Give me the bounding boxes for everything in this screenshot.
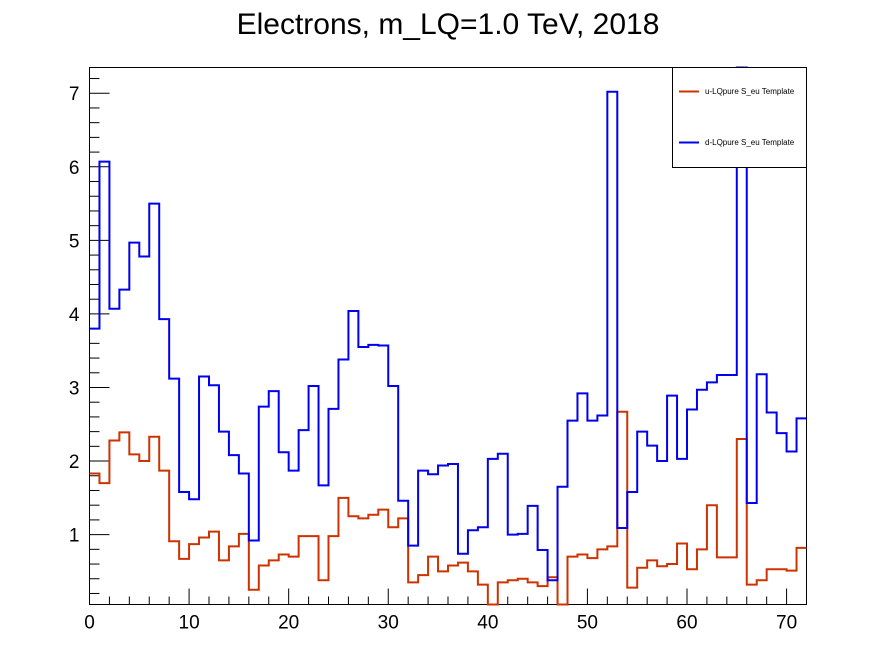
x-tick-label: 20 (278, 613, 299, 634)
y-tick-label: 7 (69, 84, 80, 105)
x-tick-label: 70 (776, 613, 797, 634)
y-tick-label: 4 (69, 305, 80, 326)
chart-title: Electrons, m_LQ=1.0 TeV, 2018 (237, 8, 660, 41)
x-tick-label: 30 (378, 613, 399, 634)
legend: u-LQpure S_eu Template d-LQpure S_eu Tem… (672, 67, 807, 168)
x-tick-label: 40 (477, 613, 498, 634)
x-tick-label: 60 (676, 613, 697, 634)
y-tick-label: 3 (69, 378, 80, 399)
x-tick-label: 0 (84, 613, 95, 634)
y-tick-label: 5 (69, 231, 80, 252)
series-line-d-lqpure (89, 66, 807, 582)
legend-label-d: d-LQpure S_eu Template (705, 138, 795, 147)
series-line-u-lqpure (89, 410, 807, 606)
y-tick-label: 6 (69, 158, 80, 179)
x-tick-label: 50 (577, 613, 598, 634)
x-tick-label: 10 (179, 613, 200, 634)
y-tick-label: 2 (69, 452, 80, 473)
axes: 0 10 20 30 40 50 60 70 1 2 3 4 5 6 7 (69, 78, 807, 634)
legend-box (672, 67, 807, 168)
series-layer (89, 66, 807, 606)
legend-label-u: u-LQpure S_eu Template (705, 87, 795, 96)
y-tick-label: 1 (69, 526, 80, 547)
